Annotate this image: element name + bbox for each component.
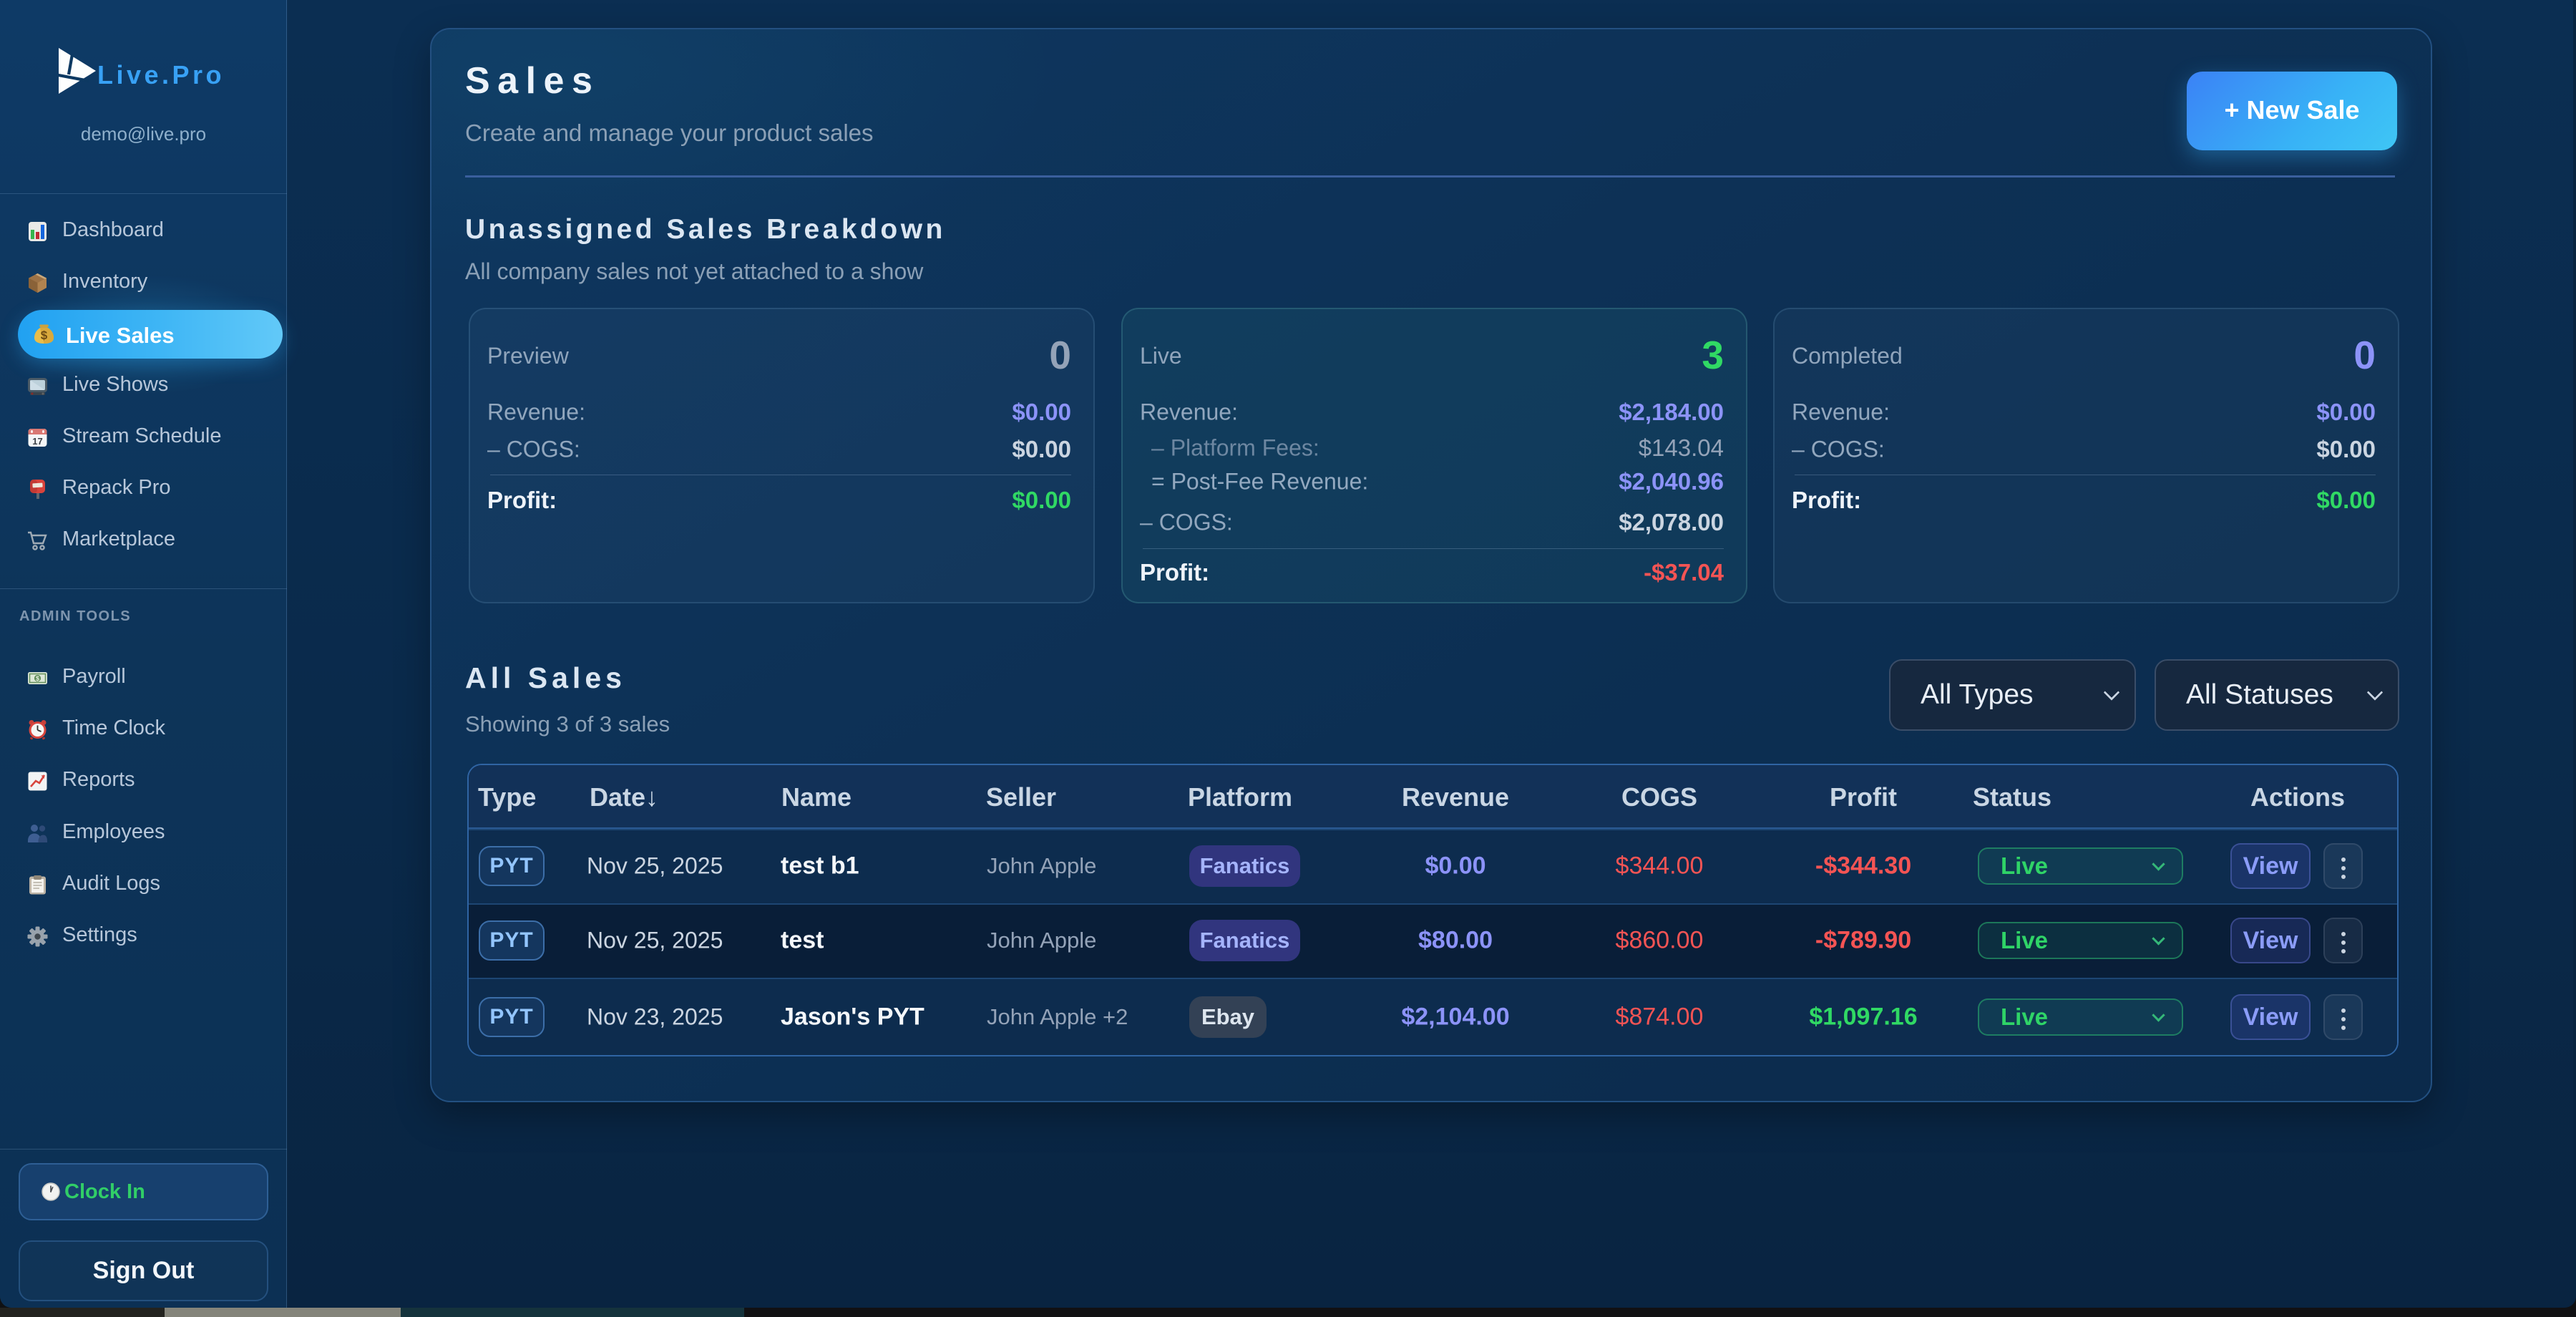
- svg-text:$: $: [36, 675, 39, 682]
- svg-text:17: 17: [32, 436, 42, 447]
- svg-text:$: $: [41, 329, 48, 342]
